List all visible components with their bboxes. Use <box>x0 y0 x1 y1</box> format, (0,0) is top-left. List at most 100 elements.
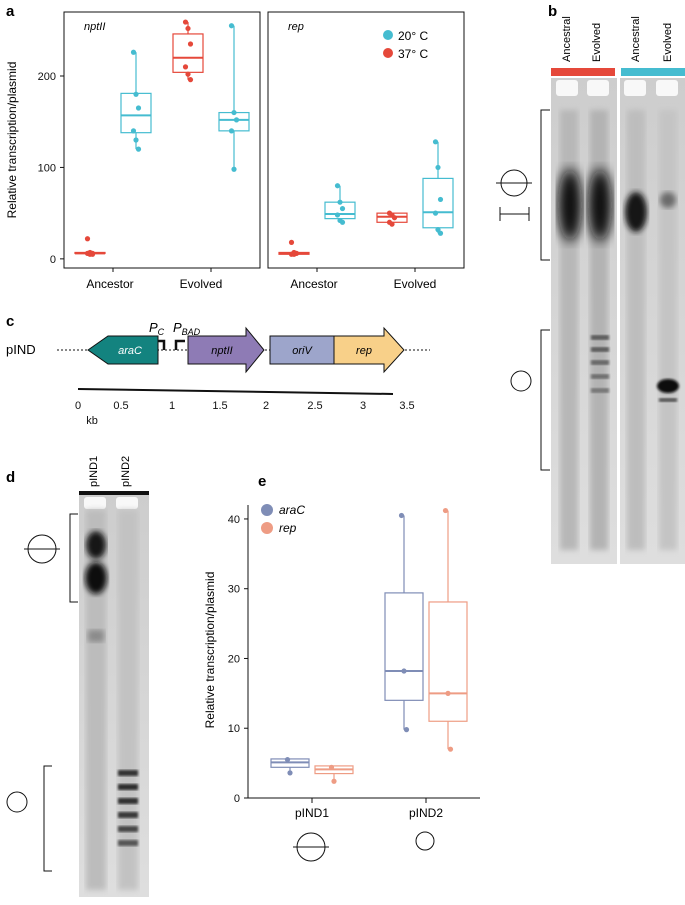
map-tick-3: 3 <box>360 400 366 412</box>
gene-nptii <box>187 326 265 374</box>
promoter-pc-label: PC <box>149 320 165 337</box>
gel-b-smear-3 <box>627 110 645 550</box>
legend-label-37c: 37° C <box>398 47 428 61</box>
panel-d-gel: pIND1 pIND2 <box>6 456 149 897</box>
a-rep-ancestor-20c-point <box>339 205 346 212</box>
a-xtick-ancestor-2: Ancestor <box>290 277 337 291</box>
e-rep-pind2-point <box>445 690 451 696</box>
gel-d-ladder-2 <box>118 784 138 790</box>
relaxed-plasmid-icon-e <box>415 831 435 851</box>
map-tick-2.5: 2.5 <box>307 400 322 412</box>
gel-d-ladder-4 <box>118 812 138 818</box>
a-nptii-ancestor-37c-point <box>84 236 91 242</box>
a-nptii-evolved-20c-box <box>218 111 250 132</box>
e-ytick-label: 10 <box>228 723 240 735</box>
facet-rep-plot <box>278 139 454 272</box>
gel-b-ladder-3 <box>591 360 609 365</box>
a-nptii-ancestor-20c-point <box>135 146 142 152</box>
panel-a-chart: Relative transcription/plasmid nptII rep… <box>5 11 465 291</box>
a-rep-ancestor-20c-point <box>337 199 343 205</box>
a-nptii-evolved-20c-point <box>228 23 235 29</box>
gel-d-ladder-3 <box>118 798 138 804</box>
gel-d-ladder-1 <box>118 770 138 776</box>
gel-d-ladder-6 <box>118 840 138 846</box>
gel-b-band-linear-4 <box>657 379 679 393</box>
legend-label-20c: 20° C <box>398 29 428 43</box>
a-rep-evolved-20c-point <box>435 227 441 233</box>
e-ytick-label: 40 <box>228 514 240 526</box>
e-xtick-pind1: pIND1 <box>295 806 329 820</box>
map-tick-3.5: 3.5 <box>399 400 414 412</box>
a-xtick-ancestor-1: Ancestor <box>86 277 133 291</box>
gel-b-lane2-label: Evolved <box>591 23 603 62</box>
a-nptii-evolved-20c-point <box>228 128 235 134</box>
facet-nptii-frame <box>63 11 261 269</box>
panel-a-yticks: 0 100 200 <box>38 71 64 266</box>
e-arac-pind2-point <box>398 512 405 519</box>
a-rep-ancestor-20c-point <box>334 183 341 189</box>
a-xtick-evolved-2: Evolved <box>394 277 437 291</box>
gel-d-smear-1 <box>86 510 106 890</box>
a-ytick-label: 0 <box>50 254 56 266</box>
gel-b-well-4 <box>656 80 678 96</box>
gel-b-ladder-2 <box>591 347 609 352</box>
gene-nptii-label: nptII <box>211 345 232 357</box>
map-tick-2: 2 <box>263 400 269 412</box>
gene-arac-label: araC <box>118 345 142 357</box>
legend-swatch-20c <box>383 30 393 40</box>
gel-d-bracket-ccc <box>69 513 78 603</box>
panel-e-plot <box>270 507 468 784</box>
map-plasmid-name: pIND <box>6 342 36 357</box>
a-ytick-label: 100 <box>38 162 56 174</box>
gel-b-well-1 <box>556 80 578 96</box>
e-ytick-label: 20 <box>228 653 240 665</box>
gel-d-well-1 <box>84 497 106 509</box>
gel-b-smear-4 <box>659 110 677 550</box>
legend-swatch-arac <box>261 504 273 516</box>
a-nptii-ancestor-20c-point <box>133 91 139 97</box>
map-scale-axis <box>77 388 394 395</box>
panel-label-c: c <box>6 313 14 330</box>
a-nptii-evolved-20c-point <box>233 117 240 123</box>
gel-b-band-ccc-3 <box>625 192 647 232</box>
panel-e-chart: Relative transcription/plasmid 0 10 20 30 40… <box>203 503 480 862</box>
a-rep-evolved-20c-box <box>422 177 454 229</box>
legend-label-arac: araC <box>279 503 305 517</box>
e-arac-pind1-point <box>284 757 291 763</box>
a-nptii-evolved-37c-point <box>187 77 194 83</box>
e-xtick-pind2: pIND2 <box>409 806 443 820</box>
gene-rep-label: rep <box>356 345 372 357</box>
panel-b-gel: Ancestral Evolved Ancestral Evolved <box>496 16 685 564</box>
a-nptii-ancestor-20c-point <box>130 128 137 134</box>
panel-label-b: b <box>548 3 557 20</box>
gene-oriv-label: oriV <box>292 345 313 357</box>
a-xtick-evolved-1: Evolved <box>180 277 223 291</box>
a-rep-ancestor-37c-point <box>288 239 295 245</box>
legend-swatch-rep <box>261 522 273 534</box>
a-nptii-ancestor-20c-box <box>120 92 152 134</box>
panel-a-ylabel: Relative transcription/plasmid <box>5 62 19 219</box>
promoter-pbad-arrow <box>174 339 185 350</box>
panel-e-ylabel: Relative transcription/plasmid <box>203 572 217 729</box>
relaxed-plasmid-icon <box>510 370 532 392</box>
e-ytick-label: 0 <box>234 793 240 805</box>
gel-b-bar-20c <box>621 68 685 76</box>
relaxed-plasmid-icon-d <box>6 791 28 813</box>
a-nptii-ancestor-20c-point <box>130 49 137 55</box>
gel-b-ladder-5 <box>591 388 609 393</box>
a-nptii-evolved-20c-point <box>231 166 237 172</box>
gel-b-lane3-label: Ancestral <box>630 16 642 62</box>
e-rep-pind1-point <box>331 778 337 784</box>
gel-b-band-linear-4b <box>659 398 677 402</box>
a-rep-evolved-20c-point <box>435 164 441 171</box>
a-rep-evolved-20c-point <box>432 139 439 145</box>
gel-d-smear-2 <box>118 510 138 890</box>
a-nptii-ancestor-20c-point <box>135 105 142 111</box>
gel-d-band-ccc-upper <box>86 531 106 559</box>
e-ytick-label: 30 <box>228 584 240 596</box>
promoter-pc-arrow <box>158 339 166 350</box>
gene-arac <box>87 335 159 365</box>
a-nptii-evolved-37c-point <box>182 64 189 70</box>
e-arac-pind1-point <box>287 770 293 776</box>
